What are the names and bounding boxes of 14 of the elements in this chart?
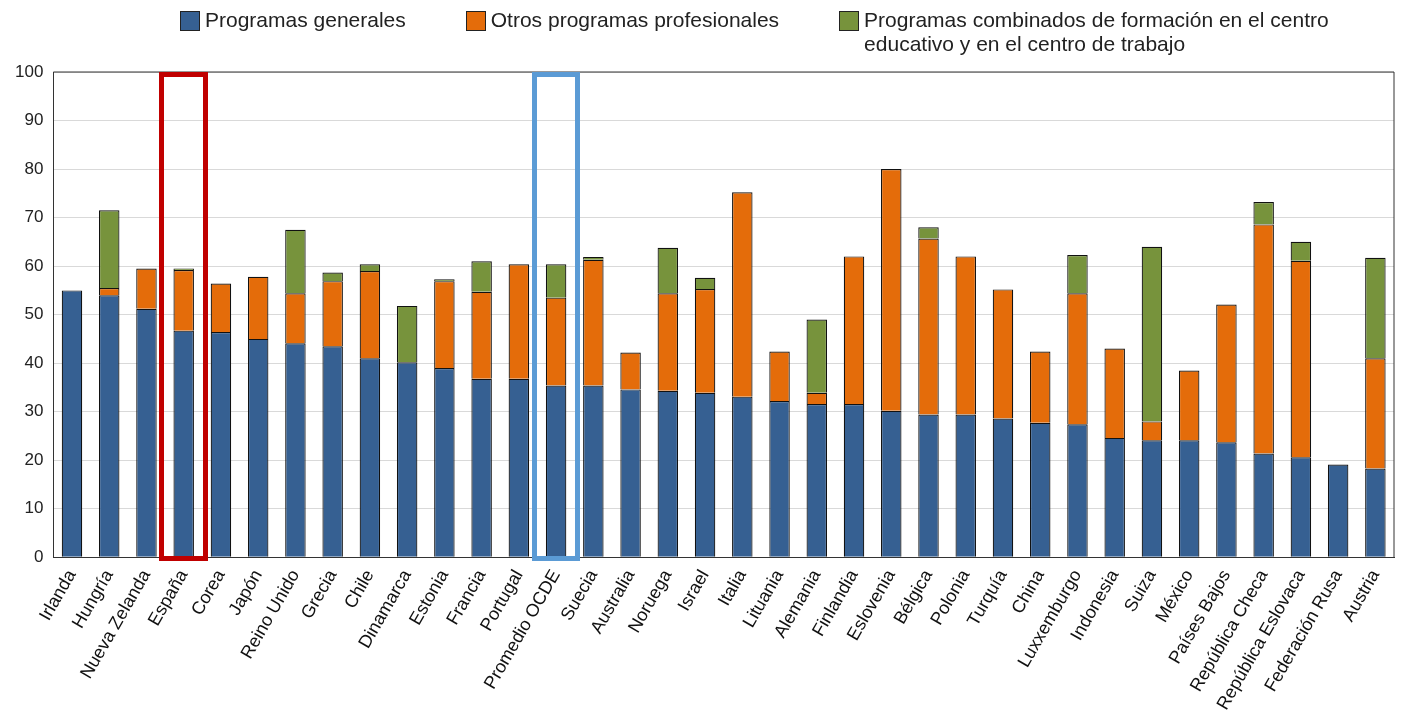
legend-label: Programas combinados de formación en el centro educativo y en el centro de trabajo	[864, 8, 1330, 56]
y-tick-label: 20	[24, 449, 44, 469]
y-tick-label: 80	[24, 158, 44, 178]
y-tick-label: 0	[33, 546, 44, 566]
y-tick-label: 10	[24, 498, 44, 518]
y-tick-label: 30	[24, 401, 44, 421]
y-tick-label: 40	[24, 352, 44, 372]
legend-label: Programas generales	[205, 8, 406, 32]
y-tick-label: 50	[24, 304, 44, 324]
y-tick-label: 100	[14, 61, 44, 81]
legend-label: Otros programas profesionales	[490, 8, 780, 32]
y-tick-label: 90	[24, 110, 44, 130]
y-tick-label: 70	[24, 207, 44, 227]
y-tick-label: 60	[24, 255, 44, 275]
